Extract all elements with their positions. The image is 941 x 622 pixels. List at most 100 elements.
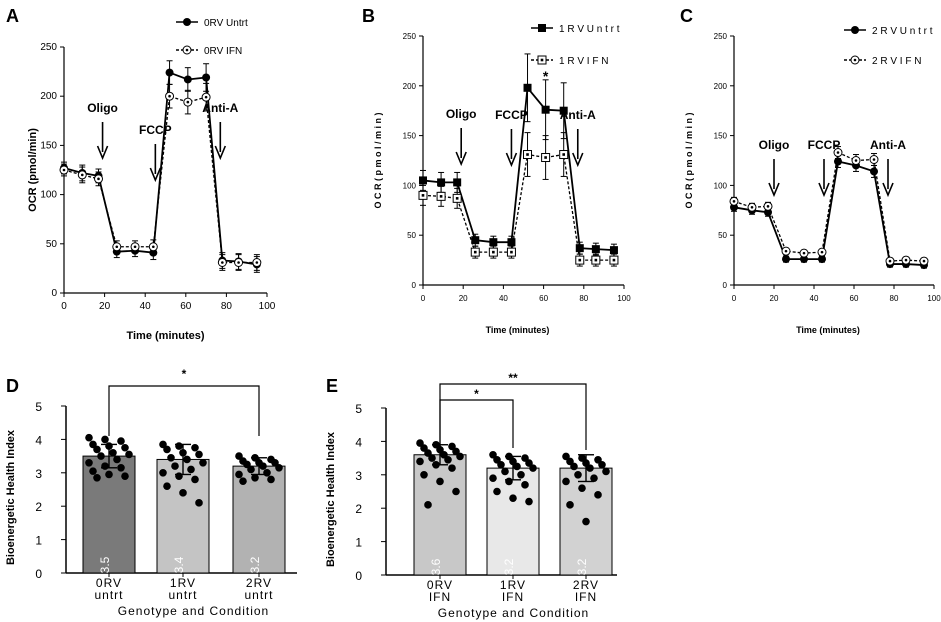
category-label-line1: 2RV bbox=[246, 576, 272, 590]
y-tick-label: 200 bbox=[40, 91, 57, 102]
y-tick-label: 0 bbox=[355, 569, 362, 583]
data-point bbox=[183, 455, 191, 464]
data-point bbox=[195, 450, 203, 459]
y-tick-label: 50 bbox=[718, 231, 727, 240]
category-label-line1: 1RV bbox=[170, 576, 196, 590]
x-tick-label: 60 bbox=[180, 301, 192, 312]
annotation-label: FCCP bbox=[808, 138, 841, 152]
marker bbox=[437, 178, 446, 187]
bar-value-label: 3.4 bbox=[172, 556, 186, 573]
y-axis-title: O C R ( p m o l / m i n ) bbox=[684, 112, 694, 208]
annotation-arrow-head bbox=[882, 182, 894, 198]
panel-letter: E bbox=[326, 376, 338, 396]
significance-bracket bbox=[108, 385, 260, 436]
panel-letter: A bbox=[6, 6, 19, 26]
legend-label: 1 R V I F N bbox=[559, 56, 608, 67]
legend-label: 2 R V I F N bbox=[872, 56, 921, 67]
y-axis-title: Bioenergetic Health Index bbox=[325, 431, 337, 567]
marker bbox=[834, 157, 842, 166]
data-point bbox=[191, 443, 199, 452]
series-line-1 bbox=[63, 95, 257, 264]
data-point bbox=[163, 445, 171, 454]
marker bbox=[453, 178, 462, 187]
marker-dot bbox=[544, 156, 547, 159]
annotation-arrow-head bbox=[214, 145, 227, 161]
marker-dot bbox=[836, 151, 840, 154]
x-tick-label: 80 bbox=[221, 301, 233, 312]
data-point bbox=[275, 463, 283, 472]
x-axis-title: Time (minutes) bbox=[126, 330, 204, 342]
annotation-arrow-head bbox=[572, 152, 584, 168]
data-point bbox=[420, 471, 428, 479]
data-point bbox=[159, 469, 167, 477]
marker bbox=[851, 26, 859, 34]
data-point bbox=[501, 467, 509, 476]
data-point bbox=[251, 474, 259, 482]
data-point bbox=[578, 484, 586, 492]
y-tick-label: 0 bbox=[35, 567, 42, 581]
data-point bbox=[121, 443, 129, 452]
data-point bbox=[105, 442, 113, 450]
line-panel-A: A 0 50 100 150 200 250 0 20 40 60 80 100 Time (minute… bbox=[6, 6, 276, 342]
data-point bbox=[247, 465, 255, 474]
annotation-label: Anti-A bbox=[202, 101, 238, 115]
marker-dot bbox=[872, 158, 876, 161]
marker-dot bbox=[510, 250, 513, 254]
marker-dot bbox=[185, 48, 189, 52]
data-point bbox=[436, 477, 444, 486]
data-point bbox=[598, 460, 606, 469]
data-point bbox=[113, 455, 121, 464]
x-tick-label: 60 bbox=[539, 294, 548, 303]
legend-label: 2 R V U n t r t bbox=[872, 26, 933, 37]
annotation-label: Anti-A bbox=[560, 108, 596, 122]
data-point bbox=[167, 453, 175, 462]
x-tick-label: 60 bbox=[850, 294, 859, 303]
bar-value-label: 3.6 bbox=[429, 558, 443, 575]
x-axis-title: Time (minutes) bbox=[486, 325, 550, 335]
marker-dot bbox=[612, 258, 616, 262]
category-label-line2: untrt bbox=[94, 588, 123, 602]
x-tick-label: 20 bbox=[770, 294, 779, 303]
marker bbox=[183, 75, 192, 84]
marker-dot bbox=[854, 159, 858, 162]
marker bbox=[471, 236, 480, 245]
y-tick-label: 200 bbox=[403, 82, 417, 91]
marker-dot bbox=[80, 173, 84, 177]
data-point bbox=[175, 442, 183, 450]
data-point bbox=[509, 494, 517, 502]
category-label-line2: IFN bbox=[575, 590, 597, 604]
data-point bbox=[235, 470, 243, 479]
y-tick-label: 1 bbox=[35, 534, 42, 548]
series-line-1 bbox=[733, 151, 925, 262]
data-point bbox=[263, 469, 271, 477]
data-point bbox=[125, 450, 133, 459]
y-tick-label: 50 bbox=[46, 239, 58, 250]
marker-dot bbox=[492, 250, 495, 254]
category-label-line2: untrt bbox=[168, 588, 197, 602]
x-tick-label: 100 bbox=[927, 294, 941, 303]
marker bbox=[538, 24, 546, 32]
annotation-arrow-head bbox=[149, 167, 162, 183]
y-tick-label: 2 bbox=[355, 502, 362, 516]
marker-dot bbox=[922, 259, 926, 263]
data-point bbox=[85, 458, 93, 467]
data-point bbox=[505, 477, 513, 486]
annotation-arrow-head bbox=[96, 145, 109, 161]
marker bbox=[523, 83, 532, 92]
panel-letter: C bbox=[680, 6, 693, 26]
data-point bbox=[175, 472, 183, 480]
data-point bbox=[424, 501, 432, 509]
annotation-label: Oligo bbox=[87, 101, 118, 115]
marker-dot bbox=[750, 206, 754, 209]
y-tick-label: 250 bbox=[40, 42, 57, 53]
x-tick-label: 0 bbox=[61, 301, 67, 312]
data-point bbox=[171, 462, 179, 470]
category-label-line1: 2RV bbox=[573, 578, 599, 592]
x-axis-title: Genotype and Condition bbox=[118, 604, 269, 618]
marker-dot bbox=[853, 58, 857, 62]
annotation-label: Anti-A bbox=[870, 138, 906, 152]
y-tick-label: 3 bbox=[35, 467, 42, 481]
data-point bbox=[590, 474, 598, 482]
data-point bbox=[179, 448, 187, 457]
data-point bbox=[432, 460, 440, 469]
